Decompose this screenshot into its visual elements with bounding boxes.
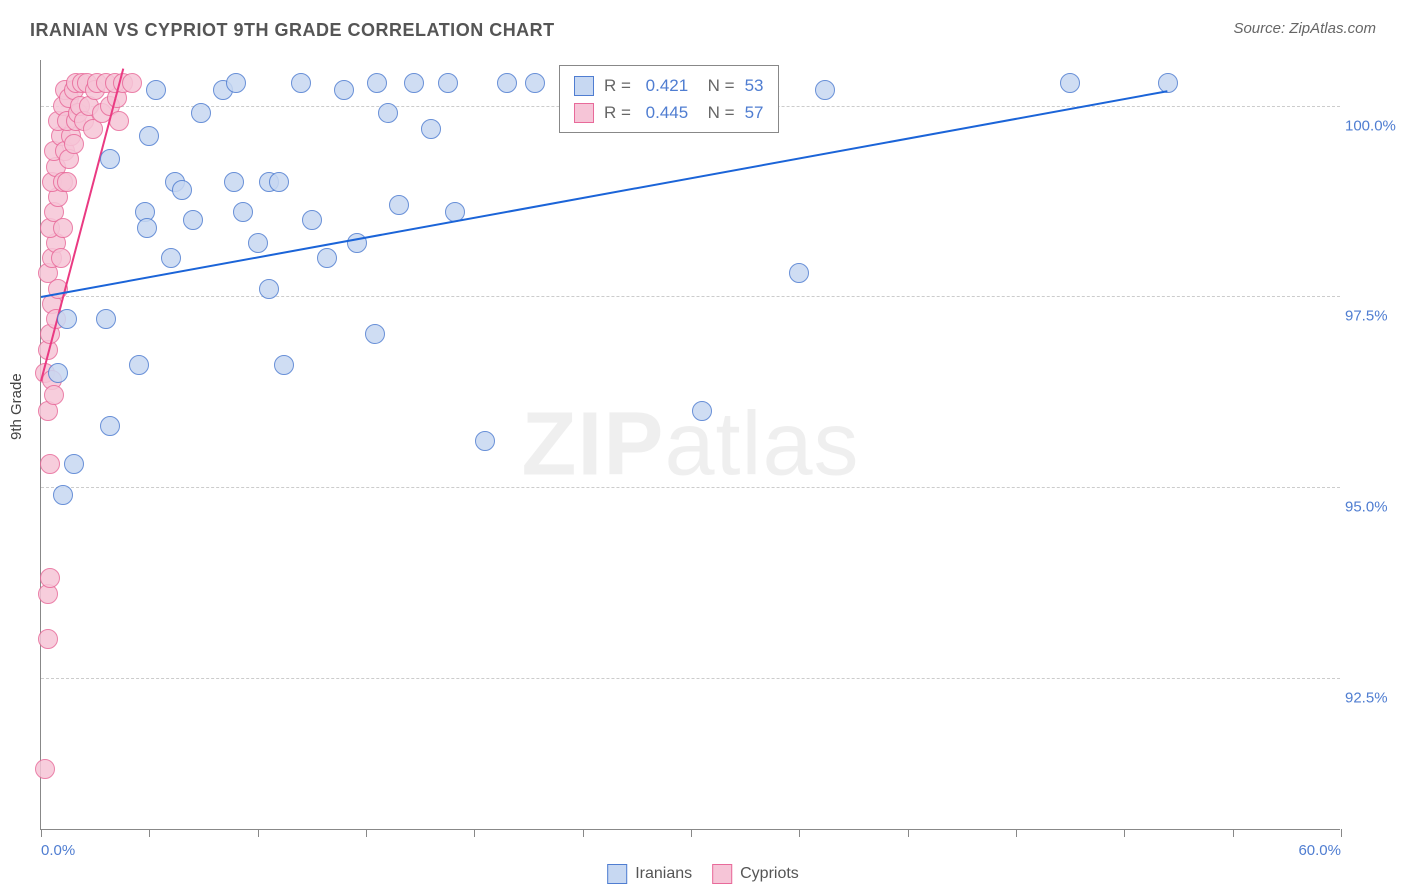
gridline <box>41 678 1340 679</box>
data-point-iranians <box>1060 73 1080 93</box>
x-tick <box>583 829 584 837</box>
x-tick <box>41 829 42 837</box>
x-tick <box>366 829 367 837</box>
x-tick <box>149 829 150 837</box>
series-legend: Iranians Cypriots <box>607 864 799 884</box>
data-point-iranians <box>378 103 398 123</box>
n-label: N = <box>698 99 734 126</box>
data-point-cypriots <box>35 759 55 779</box>
data-point-iranians <box>57 309 77 329</box>
x-tick <box>1233 829 1234 837</box>
data-point-iranians <box>172 180 192 200</box>
data-point-iranians <box>100 149 120 169</box>
n-value-cypriots: 57 <box>745 99 764 126</box>
data-point-cypriots <box>44 385 64 405</box>
data-point-iranians <box>96 309 116 329</box>
data-point-iranians <box>53 485 73 505</box>
r-label: R = <box>604 99 636 126</box>
data-point-iranians <box>497 73 517 93</box>
data-point-iranians <box>233 202 253 222</box>
y-axis-label: 9th Grade <box>8 373 25 440</box>
data-point-cypriots <box>57 172 77 192</box>
x-tick <box>691 829 692 837</box>
watermark: ZIPatlas <box>521 393 859 496</box>
data-point-iranians <box>139 126 159 146</box>
data-point-cypriots <box>40 568 60 588</box>
data-point-iranians <box>367 73 387 93</box>
data-point-iranians <box>317 248 337 268</box>
data-point-iranians <box>191 103 211 123</box>
data-point-iranians <box>48 363 68 383</box>
data-point-iranians <box>146 80 166 100</box>
data-point-iranians <box>259 279 279 299</box>
data-point-iranians <box>789 263 809 283</box>
data-point-iranians <box>226 73 246 93</box>
data-point-iranians <box>64 454 84 474</box>
data-point-iranians <box>291 73 311 93</box>
data-point-iranians <box>404 73 424 93</box>
gridline <box>41 487 1340 488</box>
x-tick <box>1341 829 1342 837</box>
y-tick-label: 95.0% <box>1345 498 1405 515</box>
swatch-iranians <box>574 76 594 96</box>
data-point-cypriots <box>38 629 58 649</box>
data-point-iranians <box>475 431 495 451</box>
stats-row-cypriots: R = 0.445 N = 57 <box>574 99 764 126</box>
x-tick <box>474 829 475 837</box>
data-point-iranians <box>389 195 409 215</box>
data-point-iranians <box>1158 73 1178 93</box>
data-point-iranians <box>815 80 835 100</box>
x-tick <box>799 829 800 837</box>
legend-label-iranians: Iranians <box>635 865 692 883</box>
x-tick <box>1124 829 1125 837</box>
data-point-iranians <box>183 210 203 230</box>
x-tick <box>258 829 259 837</box>
data-point-iranians <box>137 218 157 238</box>
x-tick <box>908 829 909 837</box>
r-value-cypriots: 0.445 <box>646 99 689 126</box>
plot-area: ZIPatlas 92.5%95.0%97.5%100.0%0.0%60.0% <box>40 60 1340 830</box>
legend-item-iranians: Iranians <box>607 864 692 884</box>
data-point-cypriots <box>64 134 84 154</box>
data-point-cypriots <box>53 218 73 238</box>
data-point-iranians <box>438 73 458 93</box>
data-point-iranians <box>302 210 322 230</box>
legend-label-cypriots: Cypriots <box>740 865 799 883</box>
source-attribution: Source: ZipAtlas.com <box>1233 20 1376 37</box>
legend-item-cypriots: Cypriots <box>712 864 799 884</box>
data-point-iranians <box>525 73 545 93</box>
data-point-iranians <box>365 324 385 344</box>
data-point-iranians <box>129 355 149 375</box>
chart-title: IRANIAN VS CYPRIOT 9TH GRADE CORRELATION… <box>30 20 555 41</box>
data-point-iranians <box>224 172 244 192</box>
x-tick-label: 60.0% <box>1298 842 1341 859</box>
r-value-iranians: 0.421 <box>646 72 689 99</box>
data-point-iranians <box>100 416 120 436</box>
r-label: R = <box>604 72 636 99</box>
data-point-cypriots <box>122 73 142 93</box>
data-point-iranians <box>274 355 294 375</box>
y-tick-label: 92.5% <box>1345 689 1405 706</box>
swatch-iranians <box>607 864 627 884</box>
data-point-iranians <box>161 248 181 268</box>
n-value-iranians: 53 <box>745 72 764 99</box>
data-point-iranians <box>269 172 289 192</box>
n-label: N = <box>698 72 734 99</box>
x-tick <box>1016 829 1017 837</box>
data-point-cypriots <box>40 454 60 474</box>
data-point-iranians <box>248 233 268 253</box>
x-tick-label: 0.0% <box>41 842 75 859</box>
swatch-cypriots <box>712 864 732 884</box>
gridline <box>41 296 1340 297</box>
stats-legend: R = 0.421 N = 53 R = 0.445 N = 57 <box>559 65 779 133</box>
stats-row-iranians: R = 0.421 N = 53 <box>574 72 764 99</box>
data-point-cypriots <box>51 248 71 268</box>
data-point-iranians <box>421 119 441 139</box>
watermark-bold: ZIP <box>521 394 664 494</box>
data-point-iranians <box>334 80 354 100</box>
y-tick-label: 100.0% <box>1345 117 1405 134</box>
swatch-cypriots <box>574 103 594 123</box>
y-tick-label: 97.5% <box>1345 308 1405 325</box>
data-point-iranians <box>692 401 712 421</box>
